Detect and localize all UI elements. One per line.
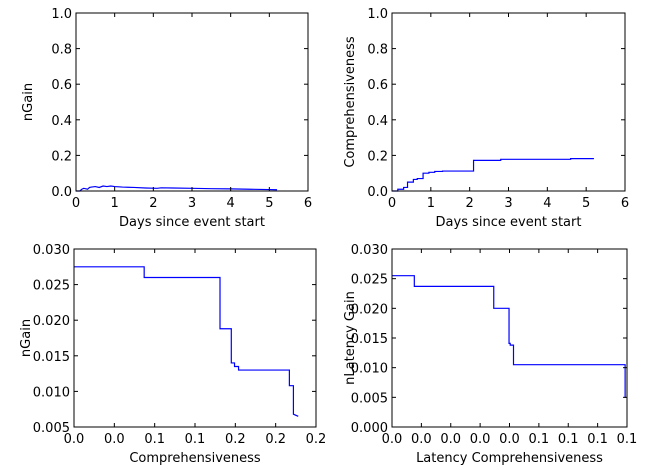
y-axis-label: nGain	[19, 319, 34, 357]
x-axis-label: Days since event start	[119, 215, 265, 230]
x-tick-label: 0	[72, 196, 80, 211]
x-tick-label: 0	[388, 196, 396, 211]
x-tick-label: 0.2	[265, 432, 286, 447]
x-tick-label: 0.1	[144, 432, 165, 447]
y-tick-label: 0.4	[51, 114, 72, 129]
y-tick-label: 0.4	[367, 114, 388, 129]
y-tick-label: 0.015	[33, 350, 70, 365]
x-tick-label: 0.0	[470, 432, 491, 447]
x-tick-label: 1	[111, 196, 119, 211]
y-tick-label: 0.020	[351, 302, 388, 317]
series-line-1	[74, 266, 299, 417]
y-tick-label: 0.005	[351, 391, 388, 406]
x-tick-label: 0.0	[499, 432, 520, 447]
x-tick-label: 5	[582, 196, 590, 211]
chart-panel-1: 0 1 2 3 4 5 6 0.0 0.2 0.4 0.6 0.8 1.0 Days since even…	[21, 7, 312, 230]
x-tick-label: 0.2	[225, 432, 246, 447]
y-tick-label: 0.6	[51, 78, 72, 93]
y-axis-label: Comprehensiveness	[343, 36, 358, 168]
x-tick-label: 0.0	[382, 432, 403, 447]
y-tick-label: 0.2	[367, 149, 388, 164]
x-tick-label: 0.1	[617, 432, 638, 447]
x-tick-label: 0.0	[64, 432, 85, 447]
y-tick-label: 0.015	[351, 332, 388, 347]
chart-panel-4: 0.0 0.0 0.0 0.0 0.0 0.1 0.1 0.1 0.1 0.000 0.005 0.0…	[343, 243, 637, 466]
y-tick-label: 0.010	[33, 385, 70, 400]
x-tick-label: 5	[265, 196, 273, 211]
y-tick-label: 0.2	[51, 149, 72, 164]
x-tick-label: 4	[227, 196, 235, 211]
x-tick-label: 6	[621, 196, 629, 211]
x-tick-label: 0.0	[440, 432, 461, 447]
y-axis-label: nLatency Gain	[343, 291, 358, 385]
axes-frame	[75, 12, 309, 192]
y-tick-label: 0.0	[51, 185, 72, 200]
y-tick-label: 1.0	[367, 7, 388, 22]
y-tick-label: 0.010	[351, 362, 388, 377]
x-tick-label: 2	[466, 196, 474, 211]
y-tick-label: 0.025	[33, 279, 70, 294]
x-tick-label: 0.1	[558, 432, 579, 447]
y-tick-label: 0.0	[367, 185, 388, 200]
axes-frame	[73, 248, 317, 428]
x-tick-label: 1	[427, 196, 435, 211]
x-tick-label: 3	[504, 196, 512, 211]
x-tick-label: 0.2	[306, 432, 327, 447]
y-tick-label: 0.025	[351, 273, 388, 288]
series-line-1	[392, 275, 626, 398]
series-line-1	[392, 158, 594, 192]
x-tick-label: 6	[304, 196, 312, 211]
y-tick-label: 0.030	[351, 243, 388, 258]
x-axis-label: Latency Comprehensiveness	[416, 451, 603, 466]
x-tick-label: 2	[149, 196, 157, 211]
y-tick-label: 0.030	[33, 243, 70, 258]
x-axis-label: Days since event start	[436, 215, 582, 230]
y-tick-label: 0.6	[367, 78, 388, 93]
series-line-1	[76, 185, 278, 192]
x-tick-label: 0.0	[411, 432, 432, 447]
x-tick-label: 0.0	[104, 432, 125, 447]
y-axis-label: nGain	[21, 83, 36, 121]
chart-panel-3: 0.0 0.0 0.1 0.1 0.2 0.2 0.2 0.005 0.010 0.015 0.02…	[19, 243, 326, 466]
y-tick-label: 0.8	[367, 43, 388, 58]
axes-frame	[391, 12, 626, 192]
x-tick-label: 3	[188, 196, 196, 211]
chart-panel-2: 0 1 2 3 4 5 6 0.0 0.2 0.4 0.6 0.8 1.0 Days since even…	[343, 7, 629, 230]
y-tick-label: 0.020	[33, 314, 70, 329]
x-tick-label: 0.1	[587, 432, 608, 447]
y-tick-label: 0.000	[351, 421, 388, 436]
x-tick-label: 4	[543, 196, 551, 211]
y-tick-label: 0.005	[33, 421, 70, 436]
y-tick-label: 0.8	[51, 43, 72, 58]
x-axis-label: Comprehensiveness	[129, 451, 261, 466]
x-tick-label: 0.1	[185, 432, 206, 447]
y-tick-label: 1.0	[51, 7, 72, 22]
x-tick-label: 0.1	[529, 432, 550, 447]
